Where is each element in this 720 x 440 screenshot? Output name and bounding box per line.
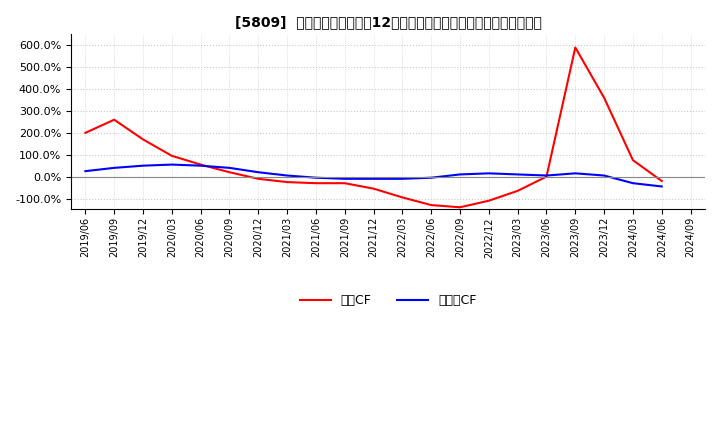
- フリーCF: [312, 175, 320, 180]
- 営業CF: [600, 95, 608, 100]
- 営業CF: [168, 153, 176, 158]
- 営業CF: [312, 180, 320, 186]
- フリーCF: [571, 171, 580, 176]
- フリーCF: [398, 176, 407, 181]
- 営業CF: [629, 158, 637, 163]
- 営業CF: [456, 205, 464, 210]
- 営業CF: [513, 188, 522, 194]
- フリーCF: [427, 175, 436, 180]
- フリーCF: [168, 162, 176, 167]
- 営業CF: [657, 178, 666, 183]
- フリーCF: [225, 165, 234, 171]
- 営業CF: [427, 202, 436, 208]
- フリーCF: [81, 169, 90, 174]
- 営業CF: [110, 117, 119, 122]
- Line: フリーCF: フリーCF: [86, 165, 662, 187]
- フリーCF: [629, 180, 637, 186]
- 営業CF: [254, 176, 263, 181]
- 営業CF: [225, 169, 234, 175]
- 営業CF: [139, 137, 148, 142]
- フリーCF: [197, 163, 205, 169]
- フリーCF: [110, 165, 119, 171]
- Line: 営業CF: 営業CF: [86, 48, 662, 207]
- 営業CF: [197, 162, 205, 167]
- Legend: 営業CF, フリーCF: 営業CF, フリーCF: [294, 289, 482, 312]
- Title: [5809]  キャッシュフローの12か月移動合計の対前年同期増減率の推移: [5809] キャッシュフローの12か月移動合計の対前年同期増減率の推移: [235, 15, 541, 29]
- フリーCF: [542, 173, 551, 178]
- 営業CF: [81, 130, 90, 136]
- フリーCF: [657, 184, 666, 189]
- フリーCF: [139, 163, 148, 169]
- 営業CF: [542, 174, 551, 179]
- フリーCF: [283, 173, 292, 178]
- 営業CF: [485, 198, 493, 203]
- フリーCF: [600, 173, 608, 178]
- フリーCF: [513, 172, 522, 177]
- フリーCF: [341, 176, 349, 181]
- 営業CF: [571, 45, 580, 50]
- フリーCF: [369, 176, 378, 181]
- 営業CF: [283, 180, 292, 185]
- 営業CF: [398, 195, 407, 200]
- 営業CF: [369, 186, 378, 191]
- 営業CF: [341, 180, 349, 186]
- フリーCF: [485, 171, 493, 176]
- フリーCF: [254, 169, 263, 175]
- フリーCF: [456, 172, 464, 177]
